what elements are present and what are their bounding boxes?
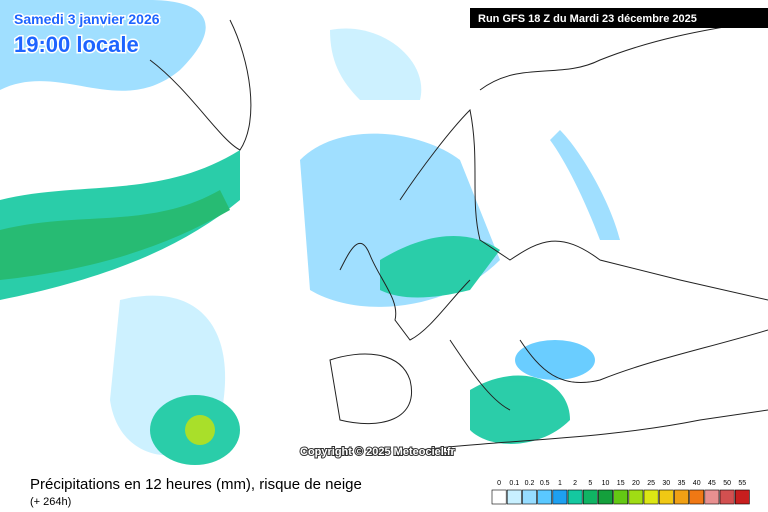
legend: 0 0.1 0.2 0.5 1 2 5 10 15 20 25 30 35 40 45 50 55 [491, 480, 750, 505]
legend-swatch [506, 489, 522, 505]
legend-label: 0 [497, 480, 501, 487]
precip-area [550, 130, 620, 240]
legend-label: 35 [678, 480, 686, 487]
coastline [149, 19, 252, 151]
legend-swatch [704, 489, 720, 505]
legend-label: 0.1 [509, 480, 519, 487]
coastline [339, 242, 471, 341]
precip-area [470, 375, 570, 444]
legend-swatch [628, 489, 644, 505]
legend-swatch [567, 489, 583, 505]
legend-label: 30 [662, 480, 670, 487]
coastlines [149, 19, 768, 451]
legend-label: 55 [738, 480, 746, 487]
precip-area [515, 340, 595, 380]
coastline [479, 19, 768, 91]
precip-area [330, 28, 422, 101]
legend-label: 40 [693, 480, 701, 487]
legend-swatch [643, 489, 659, 505]
footer-title: Précipitations en 12 heures (mm), risque… [30, 476, 362, 493]
coastline [419, 409, 768, 451]
legend-swatch [491, 489, 507, 505]
legend-swatch [674, 489, 689, 505]
legend-swatch [689, 489, 705, 505]
legend-label: 10 [602, 480, 610, 487]
coastline [399, 108, 768, 301]
precip-area [0, 0, 206, 91]
legend-swatch [552, 489, 568, 505]
legend-label: 45 [708, 480, 716, 487]
precip-area [185, 415, 215, 445]
legend-label: 0.5 [540, 480, 550, 487]
legend-label: 20 [632, 480, 640, 487]
time: 19:00 locale [14, 32, 139, 57]
legend-label: 15 [617, 480, 625, 487]
precipitation-fields [0, 0, 620, 465]
legend-swatch [537, 489, 553, 505]
legend-swatch [522, 489, 537, 505]
precip-area [380, 236, 500, 298]
legend-swatch [719, 489, 735, 505]
coastline [449, 329, 768, 411]
legend-label: 0.2 [525, 480, 535, 487]
footer-subtitle: (+ 264h) [30, 496, 71, 508]
legend-swatch [598, 489, 613, 505]
legend-label: 25 [647, 480, 655, 487]
legend-swatch [658, 489, 674, 505]
precip-area [0, 190, 230, 280]
legend-swatch [582, 489, 598, 505]
legend-swatch [613, 489, 629, 505]
coastline [329, 353, 412, 425]
copyright: Copyright © 2025 Meteociel.fr [300, 446, 456, 458]
legend-label: 50 [723, 480, 731, 487]
legend-label: 5 [588, 480, 592, 487]
run-info: Run GFS 18 Z du Mardi 23 décembre 2025 [478, 13, 697, 25]
legend-swatch [734, 489, 750, 505]
run-box [470, 8, 768, 28]
legend-label: 1 [558, 480, 562, 487]
legend-label: 2 [573, 480, 577, 487]
date: Samedi 3 janvier 2026 [14, 11, 160, 27]
